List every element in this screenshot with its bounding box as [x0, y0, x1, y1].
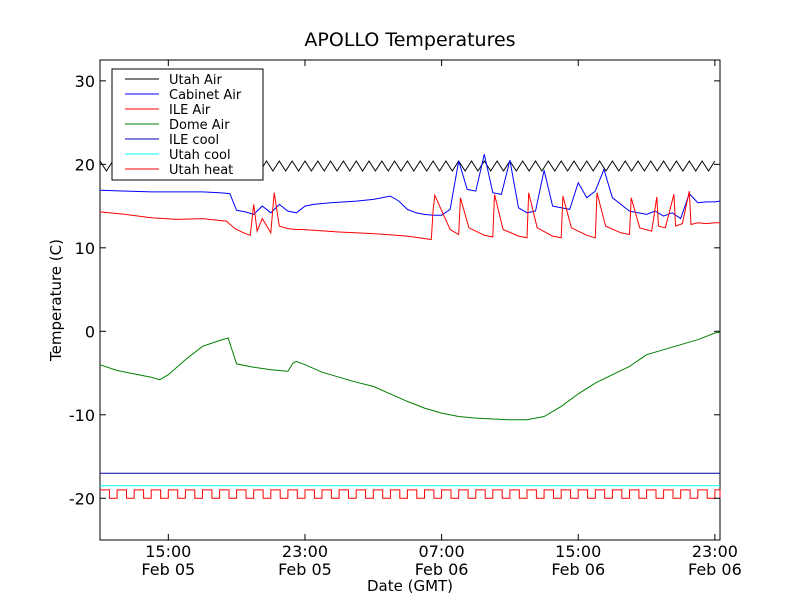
x-tick-label-time: 15:00 [145, 542, 191, 561]
x-tick-label-time: 23:00 [282, 542, 328, 561]
y-tick-label: 20 [75, 155, 95, 174]
legend-label: Utah cool [169, 148, 231, 163]
x-tick-label-date: Feb 05 [141, 560, 195, 579]
x-tick-label-date: Feb 05 [278, 560, 332, 579]
y-tick-label: -10 [69, 406, 95, 425]
y-tick-label: -20 [69, 489, 95, 508]
y-tick-label: 10 [75, 239, 95, 258]
x-tick-label-time: 23:00 [692, 542, 738, 561]
legend-label: Cabinet Air [169, 88, 242, 103]
legend-label: Utah heat [169, 163, 233, 178]
x-tick-label-date: Feb 06 [688, 560, 742, 579]
y-axis-label: Temperature (C) [47, 239, 65, 362]
x-axis-label: Date (GMT) [367, 577, 453, 595]
legend-label: ILE Air [169, 103, 211, 118]
series-line-ile-air [99, 190, 720, 241]
series-line-dome-air [99, 331, 721, 421]
x-tick-label-time: 07:00 [419, 542, 465, 561]
x-tick-label-time: 15:00 [555, 542, 601, 561]
x-tick-label-date: Feb 06 [415, 560, 469, 579]
y-tick-label: 0 [85, 322, 95, 341]
y-tick-label: 30 [75, 72, 95, 91]
x-tick-label-date: Feb 06 [551, 560, 605, 579]
series-line-utah-heat [100, 489, 721, 499]
legend-label: ILE cool [169, 133, 219, 148]
chart-title: APOLLO Temperatures [304, 29, 515, 51]
legend-label: Dome Air [169, 118, 230, 133]
legend-label: Utah Air [169, 73, 222, 88]
series-line-cabinet-air [99, 154, 721, 220]
